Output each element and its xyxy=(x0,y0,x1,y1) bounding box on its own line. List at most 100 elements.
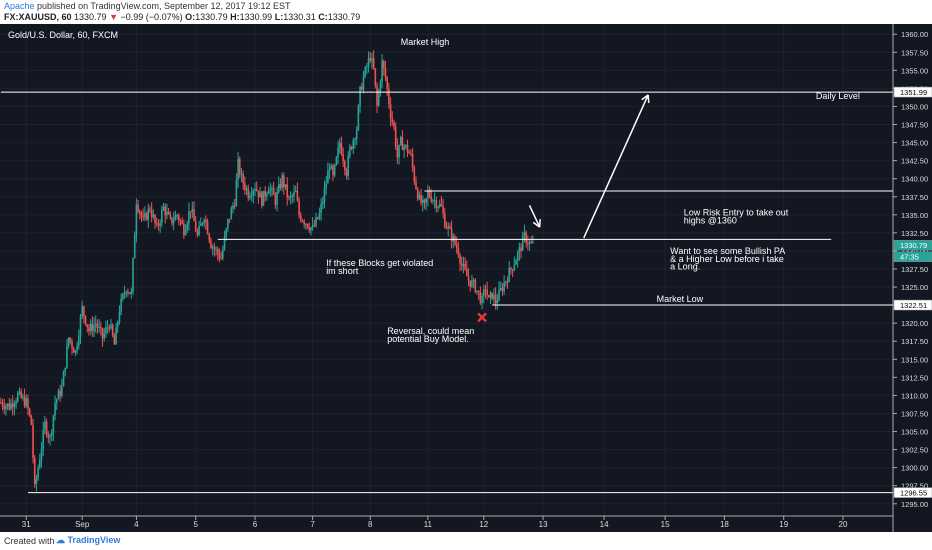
candle-body xyxy=(40,448,43,460)
y-tick-label: 1332.50 xyxy=(901,229,928,238)
candle-body xyxy=(179,220,182,222)
annotation-label: & a Higher Low before i take xyxy=(670,254,784,264)
price-chart[interactable]: Market High Daily Level Low Risk Entry to … xyxy=(0,24,932,532)
annotation-label: Low Risk Entry to take out xyxy=(684,208,789,218)
candle-body xyxy=(0,402,2,404)
candle-body xyxy=(506,281,509,283)
candle-body xyxy=(150,210,153,217)
candle-body xyxy=(237,158,239,180)
candle-body xyxy=(413,167,416,182)
arrow-head xyxy=(532,221,541,228)
y-tick-label: 1317.50 xyxy=(901,337,928,346)
candle-body xyxy=(396,146,399,158)
candle-body xyxy=(406,145,409,153)
candle-body xyxy=(106,327,109,329)
candle-body xyxy=(488,295,490,298)
candle-body xyxy=(515,260,517,265)
y-tick-label: 1302.50 xyxy=(901,446,928,455)
candle-body xyxy=(266,193,268,197)
candle-body xyxy=(210,240,212,249)
candle-body xyxy=(171,217,173,224)
candle-body xyxy=(484,289,487,291)
candle-body xyxy=(325,183,327,189)
candle-body xyxy=(450,228,453,242)
candle-body xyxy=(313,225,316,227)
y-tick-label: 1307.50 xyxy=(901,409,928,418)
chart-header: Apache published on TradingView.com, Sep… xyxy=(0,0,932,24)
candle-body xyxy=(494,294,497,304)
candle-body xyxy=(93,324,95,332)
candle-body xyxy=(227,219,229,229)
time-axis[interactable]: 31 Sep 4 5 6 7 8 11 12 13 14 15 18 19 20 xyxy=(22,516,848,529)
candle-body xyxy=(481,295,483,304)
candle-body xyxy=(8,403,11,410)
x-tick-label: 4 xyxy=(134,520,139,529)
candle-body xyxy=(310,227,312,231)
candle-body xyxy=(410,153,412,155)
candle-body xyxy=(442,205,444,214)
candle-body xyxy=(61,386,63,396)
candle-body xyxy=(403,146,405,150)
candle-body xyxy=(337,147,339,158)
candle-body xyxy=(222,249,224,259)
candle-body xyxy=(347,156,350,176)
candle-body xyxy=(274,194,277,205)
candle-body xyxy=(438,203,441,207)
price-badge xyxy=(893,299,932,311)
candle-body xyxy=(176,215,178,217)
candle-body xyxy=(255,188,258,191)
candle-body xyxy=(108,327,111,329)
y-tick-label: 1337.50 xyxy=(901,193,928,202)
candle-body xyxy=(88,327,90,332)
candle-body xyxy=(405,145,407,147)
candle-body xyxy=(13,404,16,408)
candle-body xyxy=(220,258,222,260)
y-tick-label: 1340.00 xyxy=(901,175,928,184)
annotation-label: Market High xyxy=(401,37,450,47)
tradingview-logo[interactable]: ☁ TradingView xyxy=(56,535,121,545)
candle-body xyxy=(252,190,255,196)
cross-icon xyxy=(477,312,487,323)
candle-body xyxy=(232,205,234,209)
candle-body xyxy=(482,289,485,296)
candle-body xyxy=(420,195,422,204)
change-value: −0.99 (−0.07%) xyxy=(120,12,183,22)
tradingview-brand: TradingView xyxy=(67,535,121,545)
x-tick-label: 20 xyxy=(839,520,848,529)
author-link[interactable]: Apache xyxy=(4,1,35,11)
annotation-arrow xyxy=(528,205,541,228)
candle-body xyxy=(18,391,21,394)
candle-body xyxy=(189,211,192,213)
annotation-label: Reversal, could mean xyxy=(387,326,474,336)
y-tick-label: 1347.50 xyxy=(901,121,928,130)
candle-body xyxy=(432,200,434,202)
grid-lines xyxy=(0,24,893,516)
candle-body xyxy=(199,223,202,226)
x-tick-label: 5 xyxy=(193,520,198,529)
candle-body xyxy=(164,206,167,216)
annotation-label: Want to see some Bullish PA xyxy=(670,246,785,256)
candle-body xyxy=(294,190,297,193)
candle-body xyxy=(215,248,217,250)
candle-body xyxy=(327,170,329,184)
candle-body xyxy=(115,327,117,345)
close-label: C: xyxy=(318,12,328,22)
price-axis[interactable]: 1360.001357.501355.001352.501350.001347.… xyxy=(893,30,932,509)
candle-body xyxy=(362,76,365,90)
candle-body xyxy=(293,192,295,197)
candle-body xyxy=(427,191,429,199)
candle-body xyxy=(527,243,529,245)
y-tick-label: 1342.50 xyxy=(901,157,928,166)
candle-body xyxy=(523,232,526,236)
candle-body xyxy=(357,105,360,130)
candle-body xyxy=(276,191,278,205)
price-badge-label: 1322.51 xyxy=(900,301,927,310)
candle-body xyxy=(264,190,266,197)
candle-body xyxy=(466,269,468,277)
chart-area[interactable]: Market High Daily Level Low Risk Entry to … xyxy=(0,24,932,532)
candle-body xyxy=(110,324,112,329)
candle-body xyxy=(355,129,358,140)
symbol-quote: FX:XAUUSD, 60 1330.79 ▼ −0.99 (−0.07%) O… xyxy=(4,12,360,22)
candle-body xyxy=(223,236,226,250)
candle-body xyxy=(467,276,470,281)
